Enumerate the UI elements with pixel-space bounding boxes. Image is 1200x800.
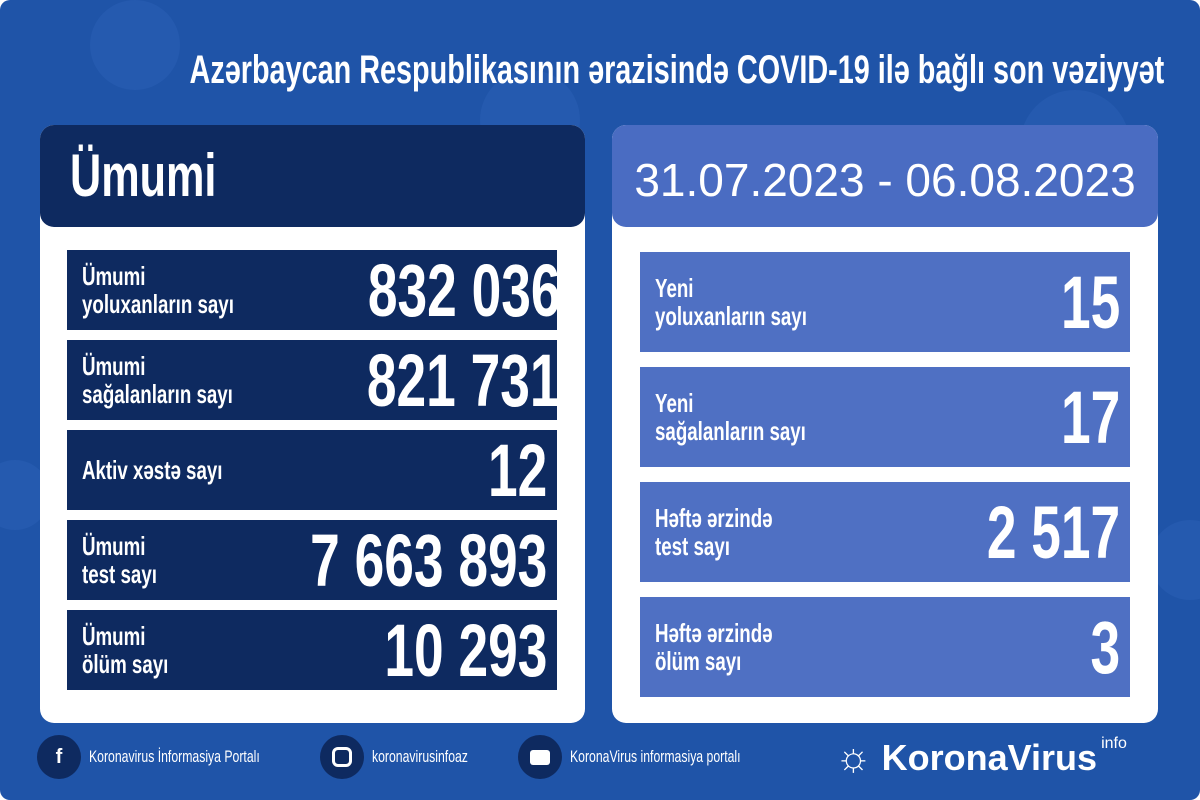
stat-label: sağalanların sayı [82, 379, 233, 409]
stat-value: 15 [1060, 260, 1120, 344]
stat-row: Həftə ərzində ölüm sayı 3 [640, 597, 1130, 697]
facebook-icon: f [37, 735, 81, 779]
stat-label: yoluxanların sayı [655, 301, 807, 331]
stat-row: Ümumi ölüm sayı 10 293 [67, 608, 557, 692]
stat-row: Aktiv xəstə sayı 12 [67, 428, 557, 512]
stat-value: 7 663 893 [309, 518, 547, 602]
brand-logo: ☼ KoronaVirus info [835, 735, 1127, 780]
stat-row: Ümumi test sayı 7 663 893 [67, 518, 557, 602]
youtube-link[interactable]: KoronaVirus informasiya portalı [518, 735, 807, 779]
total-heading: Ümumi [70, 142, 217, 209]
stat-label: test sayı [82, 559, 157, 589]
title-text: Azərbaycan Respublikasının ərazisində CO… [189, 48, 1165, 92]
total-panel: Ümumi Ümumi yoluxanların sayı 832 036 Ümum… [40, 125, 585, 723]
stat-label: Aktiv xəstə sayı [82, 455, 223, 485]
brand-name: KoronaVirus [881, 736, 1098, 778]
stat-label: ölüm sayı [655, 646, 742, 676]
youtube-icon [518, 735, 562, 779]
total-panel-header: Ümumi [40, 125, 585, 227]
stat-label: sağalanların sayı [655, 416, 806, 446]
instagram-icon [320, 735, 364, 779]
stat-value: 821 731 [366, 338, 560, 422]
stat-label: Yeni [655, 388, 694, 418]
brand-sup: info [1101, 734, 1127, 752]
stat-label: Ümumi [82, 351, 146, 381]
stat-label: Ümumi [82, 531, 146, 561]
stat-label: ölüm sayı [82, 649, 169, 679]
weekly-panel-header: 31.07.2023 - 06.08.2023 [612, 125, 1158, 227]
stat-row: Ümumi yoluxanların sayı 832 036 [67, 249, 560, 332]
stat-value: 3 [1090, 605, 1120, 689]
facebook-link[interactable]: f Koronavirus İnformasiya Portalı [37, 735, 326, 779]
stat-label: Yeni [655, 273, 694, 303]
stat-value: 10 293 [384, 608, 547, 692]
stat-value: 2 517 [986, 490, 1120, 574]
instagram-link[interactable]: koronavirusinfoaz [320, 735, 505, 779]
stat-row: Həftə ərzində test sayı 2 517 [640, 482, 1130, 582]
stat-value: 12 [487, 428, 547, 512]
stat-label: Ümumi [82, 621, 146, 651]
stat-row: Yeni yoluxanların sayı 15 [640, 252, 1130, 352]
weekly-panel: 31.07.2023 - 06.08.2023 Yeni yoluxanların… [612, 125, 1158, 723]
stat-label: Həftə ərzində [655, 618, 773, 648]
virus-decoration [90, 0, 180, 90]
stat-label: test sayı [655, 531, 730, 561]
facebook-label: Koronavirus İnformasiya Portalı [89, 747, 260, 766]
stat-label: Ümumi [82, 261, 146, 291]
stat-label: yoluxanların sayı [82, 289, 234, 319]
sun-icon: ☼ [835, 735, 872, 779]
stat-value: 832 036 [367, 248, 561, 332]
stat-label: Həftə ərzində [655, 503, 773, 533]
youtube-label: KoronaVirus informasiya portalı [570, 747, 741, 766]
page-title: Azərbaycan Respublikasının ərazisində CO… [0, 48, 1200, 93]
instagram-label: koronavirusinfoaz [372, 747, 468, 766]
stat-row: Ümumi sağalanların sayı 821 731 [67, 338, 560, 422]
stat-row: Yeni sağalanların sayı 17 [640, 367, 1130, 467]
footer: f Koronavirus İnformasiya Portalı koronav… [0, 735, 1200, 785]
stat-value: 17 [1060, 375, 1120, 459]
date-range: 31.07.2023 - 06.08.2023 [634, 154, 1136, 206]
